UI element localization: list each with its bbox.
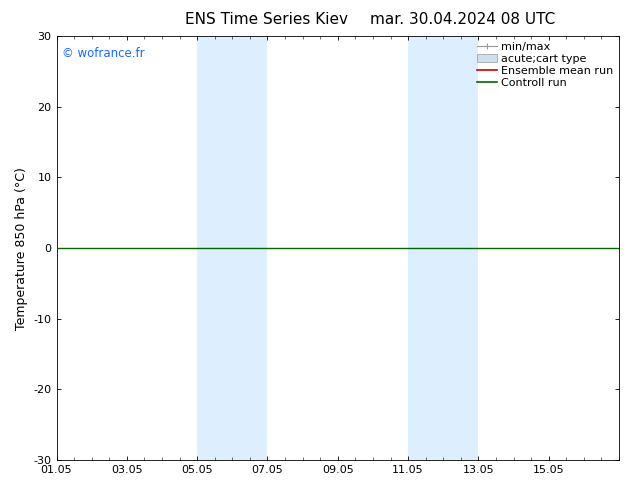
Text: mar. 30.04.2024 08 UTC: mar. 30.04.2024 08 UTC [370, 12, 555, 27]
Text: © wofrance.fr: © wofrance.fr [62, 47, 145, 60]
Bar [197, 36, 268, 460]
Y-axis label: Temperature 850 hPa (°C): Temperature 850 hPa (°C) [15, 167, 28, 330]
Legend: min/max, acute;cart type, Ensemble mean run, Controll run: min/max, acute;cart type, Ensemble mean … [477, 42, 614, 88]
Text: ENS Time Series Kiev: ENS Time Series Kiev [184, 12, 348, 27]
Bar [408, 36, 479, 460]
